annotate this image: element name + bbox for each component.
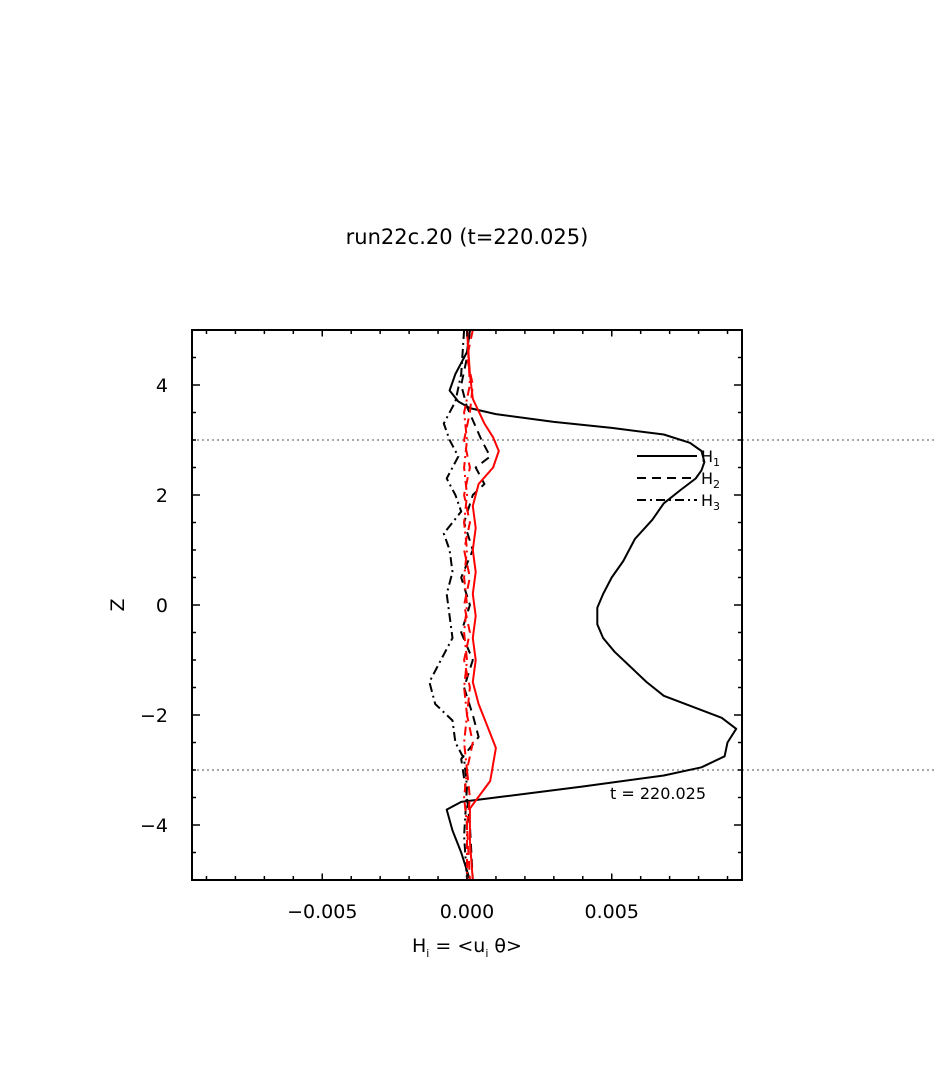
y-tick-label: 2 <box>156 485 168 507</box>
x-tick-label: −0.005 <box>287 901 357 923</box>
series-line-4 <box>463 329 474 881</box>
reference-lines <box>192 439 935 771</box>
x-axis-label-main: H <box>412 935 426 957</box>
legend-label-3: H3 <box>701 491 720 513</box>
x-axis-label-mid: = <u <box>429 935 485 957</box>
chart-title: run22c.20 (t=220.025) <box>346 225 589 249</box>
series-line-5 <box>463 329 471 880</box>
x-axis-label: Hi = <ui θ> <box>412 935 522 960</box>
series-line-2 <box>428 329 468 881</box>
series-line-0 <box>445 329 738 881</box>
series-line-3 <box>466 329 500 881</box>
legend-label-2: H2 <box>701 469 720 491</box>
series-layer <box>428 329 738 881</box>
x-axis-label-main-sub: i <box>426 947 429 960</box>
axis-ticks <box>192 329 742 881</box>
time-annotation: t = 220.025 <box>610 784 706 803</box>
x-tick-label: 0.005 <box>585 901 639 923</box>
axis-tick-labels: −0.005 0.000 0.005 −4 −2 0 2 4 <box>140 375 639 923</box>
y-tick-label: 0 <box>156 595 168 617</box>
x-tick-label: 0.000 <box>440 901 494 923</box>
x-axis-label-mid-sub: i <box>485 947 488 960</box>
y-tick-label: −2 <box>140 705 168 727</box>
x-axis-label-end: θ> <box>488 935 522 957</box>
y-tick-label: 4 <box>156 375 168 397</box>
series-line-1 <box>460 329 492 881</box>
y-tick-label: −4 <box>140 815 168 837</box>
y-axis-label: Z <box>107 598 129 611</box>
legend-label-1: H1 <box>701 447 720 469</box>
